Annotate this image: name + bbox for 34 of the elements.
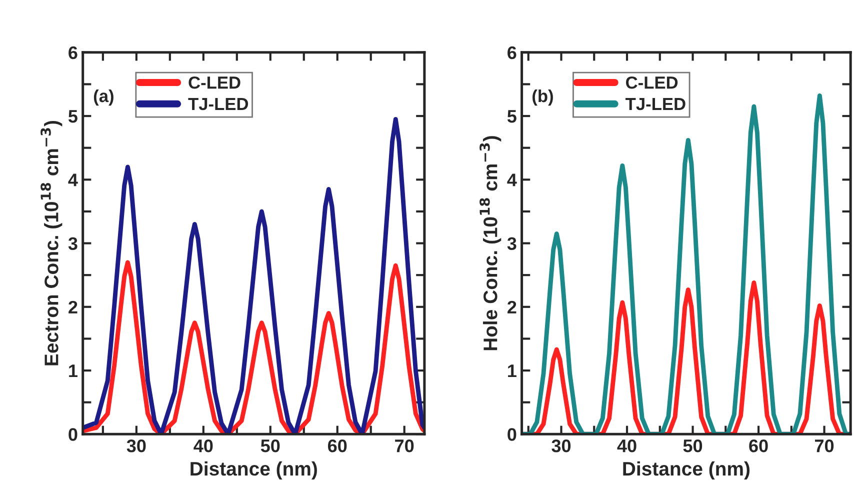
legend-label: TJ-LED	[625, 98, 686, 110]
y-tick-label: 4	[68, 174, 78, 186]
x-tick-label: 40	[617, 439, 636, 452]
x-tick-label: 30	[126, 439, 146, 452]
y-tick-label: 6	[508, 46, 516, 60]
y-tick-label: 4	[507, 174, 517, 186]
legend-label: C-LED	[188, 76, 240, 89]
y-tick-label: 5	[68, 110, 78, 123]
x-tick-label: 70	[815, 439, 834, 452]
x-axis-title: Distance (nm)	[190, 461, 317, 480]
annotation: (b)	[532, 89, 553, 106]
x-axis-title: Distance (nm)	[623, 461, 750, 480]
y-tick-label: 2	[68, 300, 78, 314]
y-tick-label: 0	[68, 428, 78, 441]
annotation: (a)	[94, 89, 114, 106]
x-tick-label: 70	[395, 439, 414, 452]
legend-label: TJ-LED	[188, 98, 248, 110]
x-tick-label: 40	[194, 439, 213, 452]
y-tick-label: 1	[508, 364, 516, 378]
x-tick-label: 60	[749, 439, 768, 452]
y-axis-title: Hole Conc. (10$^{18}$ cm$^{−3}$)	[480, 136, 502, 350]
x-tick-label: 50	[260, 439, 280, 452]
legend-label: C-LED	[626, 76, 678, 89]
y-tick-label: 2	[508, 300, 516, 314]
y-tick-label: 3	[507, 237, 516, 250]
y-tick-label: 5	[507, 110, 516, 123]
y-axis-title: Eectron Conc. (10$^{18}$ cm$^{−3}$)	[40, 120, 62, 366]
x-tick-label: 50	[683, 439, 702, 452]
y-tick-label: 1	[69, 364, 78, 378]
y-tick-label: 3	[68, 237, 78, 250]
y-tick-label: 6	[68, 46, 78, 60]
x-tick-label: 60	[328, 439, 347, 452]
y-tick-label: 0	[508, 428, 516, 441]
x-tick-label: 30	[552, 439, 571, 452]
